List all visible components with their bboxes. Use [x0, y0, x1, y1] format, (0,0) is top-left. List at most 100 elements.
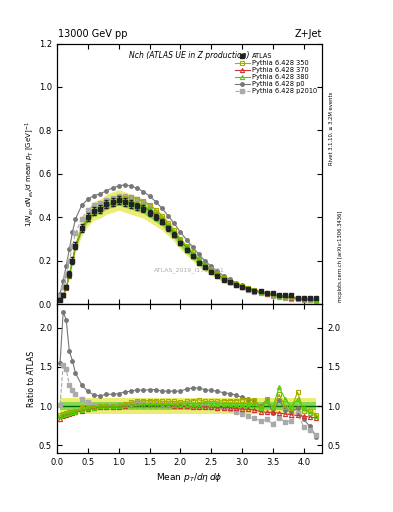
Pythia 6.428 p0 [73, 216, 78, 222]
Pythia 6.428 380 [73, 243, 78, 249]
Pythia 6.428 p2010 [147, 203, 152, 209]
Pythia 6.428 350 [129, 194, 133, 200]
Pythia 6.428 350 [135, 196, 140, 202]
Text: Nch (ATLAS UE in Z production): Nch (ATLAS UE in Z production) [129, 51, 250, 60]
Pythia 6.428 380 [92, 209, 96, 215]
Pythia 6.428 370 [228, 279, 232, 285]
Pythia 6.428 p0 [209, 263, 213, 269]
Pythia 6.428 p2010 [228, 279, 232, 285]
Pythia 6.428 p2010 [70, 243, 75, 249]
Pythia 6.428 350 [73, 243, 78, 249]
Pythia 6.428 380 [160, 216, 164, 222]
Text: Rivet 3.1.10, ≥ 3.2M events: Rivet 3.1.10, ≥ 3.2M events [329, 91, 334, 165]
Pythia 6.428 350 [314, 297, 318, 303]
Pythia 6.428 p2010 [153, 208, 158, 215]
Line: Pythia 6.428 350: Pythia 6.428 350 [58, 195, 318, 302]
Pythia 6.428 p0 [184, 237, 189, 243]
Pythia 6.428 370 [246, 286, 251, 292]
Y-axis label: Ratio to ATLAS: Ratio to ATLAS [27, 351, 36, 407]
Pythia 6.428 350 [196, 256, 201, 262]
Pythia 6.428 p0 [215, 268, 220, 274]
Pythia 6.428 370 [98, 206, 103, 212]
Pythia 6.428 370 [221, 275, 226, 281]
Pythia 6.428 p2010 [240, 284, 244, 290]
Text: Z+Jet: Z+Jet [295, 29, 322, 39]
Pythia 6.428 p2010 [116, 193, 121, 199]
Pythia 6.428 370 [116, 198, 121, 204]
Pythia 6.428 p0 [196, 251, 201, 258]
Pythia 6.428 380 [166, 223, 171, 229]
Line: Pythia 6.428 380: Pythia 6.428 380 [58, 199, 318, 302]
X-axis label: Mean $p_T/d\eta\,d\phi$: Mean $p_T/d\eta\,d\phi$ [156, 471, 223, 484]
Pythia 6.428 p2010 [209, 267, 213, 273]
Pythia 6.428 p0 [92, 193, 96, 199]
Pythia 6.428 370 [233, 281, 238, 287]
Pythia 6.428 p2010 [58, 293, 62, 300]
Pythia 6.428 370 [314, 297, 318, 303]
Pythia 6.428 p2010 [135, 196, 140, 202]
Pythia 6.428 380 [283, 293, 288, 300]
Pythia 6.428 p2010 [92, 202, 96, 208]
Pythia 6.428 370 [110, 201, 115, 207]
Pythia 6.428 350 [215, 271, 220, 277]
Legend: ATLAS, Pythia 6.428 350, Pythia 6.428 370, Pythia 6.428 380, Pythia 6.428 p0, Py: ATLAS, Pythia 6.428 350, Pythia 6.428 37… [234, 52, 319, 96]
Pythia 6.428 370 [301, 296, 306, 302]
Pythia 6.428 p2010 [301, 297, 306, 303]
Pythia 6.428 370 [147, 207, 152, 214]
Pythia 6.428 350 [110, 200, 115, 206]
Pythia 6.428 350 [209, 266, 213, 272]
Pythia 6.428 380 [228, 278, 232, 284]
Pythia 6.428 p0 [221, 273, 226, 279]
Text: 13000 GeV pp: 13000 GeV pp [58, 29, 128, 39]
Pythia 6.428 380 [110, 200, 115, 206]
Pythia 6.428 350 [246, 285, 251, 291]
Line: Pythia 6.428 p2010: Pythia 6.428 p2010 [58, 194, 318, 303]
Pythia 6.428 p0 [147, 193, 152, 199]
Pythia 6.428 p0 [252, 287, 257, 293]
Pythia 6.428 350 [64, 284, 69, 290]
Pythia 6.428 350 [85, 216, 90, 222]
Pythia 6.428 350 [308, 296, 312, 303]
Pythia 6.428 380 [233, 281, 238, 287]
Pythia 6.428 350 [160, 212, 164, 219]
Pythia 6.428 380 [264, 290, 269, 296]
Pythia 6.428 370 [240, 284, 244, 290]
Pythia 6.428 380 [295, 295, 300, 301]
Pythia 6.428 370 [129, 200, 133, 206]
Pythia 6.428 350 [104, 202, 109, 208]
Pythia 6.428 p0 [203, 258, 208, 264]
Pythia 6.428 370 [190, 250, 195, 257]
Pythia 6.428 350 [141, 198, 146, 204]
Pythia 6.428 370 [308, 296, 312, 303]
Pythia 6.428 380 [270, 291, 275, 297]
Pythia 6.428 380 [184, 243, 189, 249]
Pythia 6.428 370 [172, 230, 176, 237]
Pythia 6.428 p0 [178, 229, 183, 235]
Pythia 6.428 p0 [67, 246, 72, 252]
Pythia 6.428 p0 [141, 188, 146, 195]
Pythia 6.428 380 [147, 206, 152, 212]
Pythia 6.428 350 [153, 207, 158, 213]
Pythia 6.428 p2010 [258, 290, 263, 296]
Pythia 6.428 p0 [295, 296, 300, 302]
Pythia 6.428 p0 [160, 205, 164, 211]
Pythia 6.428 350 [172, 227, 176, 233]
Pythia 6.428 p2010 [79, 216, 84, 222]
Pythia 6.428 380 [116, 198, 121, 204]
Y-axis label: $1/N_{ev}$ $dN_{ev}/d$ mean $p_T$ $[\mathrm{GeV}]^{-1}$: $1/N_{ev}$ $dN_{ev}/d$ mean $p_T$ $[\mat… [23, 121, 36, 227]
Pythia 6.428 350 [221, 274, 226, 281]
Pythia 6.428 p2010 [308, 297, 312, 303]
Pythia 6.428 p2010 [289, 295, 294, 302]
Pythia 6.428 350 [178, 236, 183, 242]
Pythia 6.428 p2010 [141, 199, 146, 205]
Line: Pythia 6.428 370: Pythia 6.428 370 [58, 199, 318, 302]
Pythia 6.428 p2010 [104, 197, 109, 203]
Pythia 6.428 350 [301, 296, 306, 302]
Pythia 6.428 p0 [98, 191, 103, 197]
Pythia 6.428 370 [289, 294, 294, 301]
Pythia 6.428 p0 [135, 185, 140, 191]
Pythia 6.428 p0 [264, 290, 269, 296]
Pythia 6.428 380 [196, 256, 201, 262]
Pythia 6.428 p2010 [85, 207, 90, 214]
Pythia 6.428 p2010 [184, 244, 189, 250]
